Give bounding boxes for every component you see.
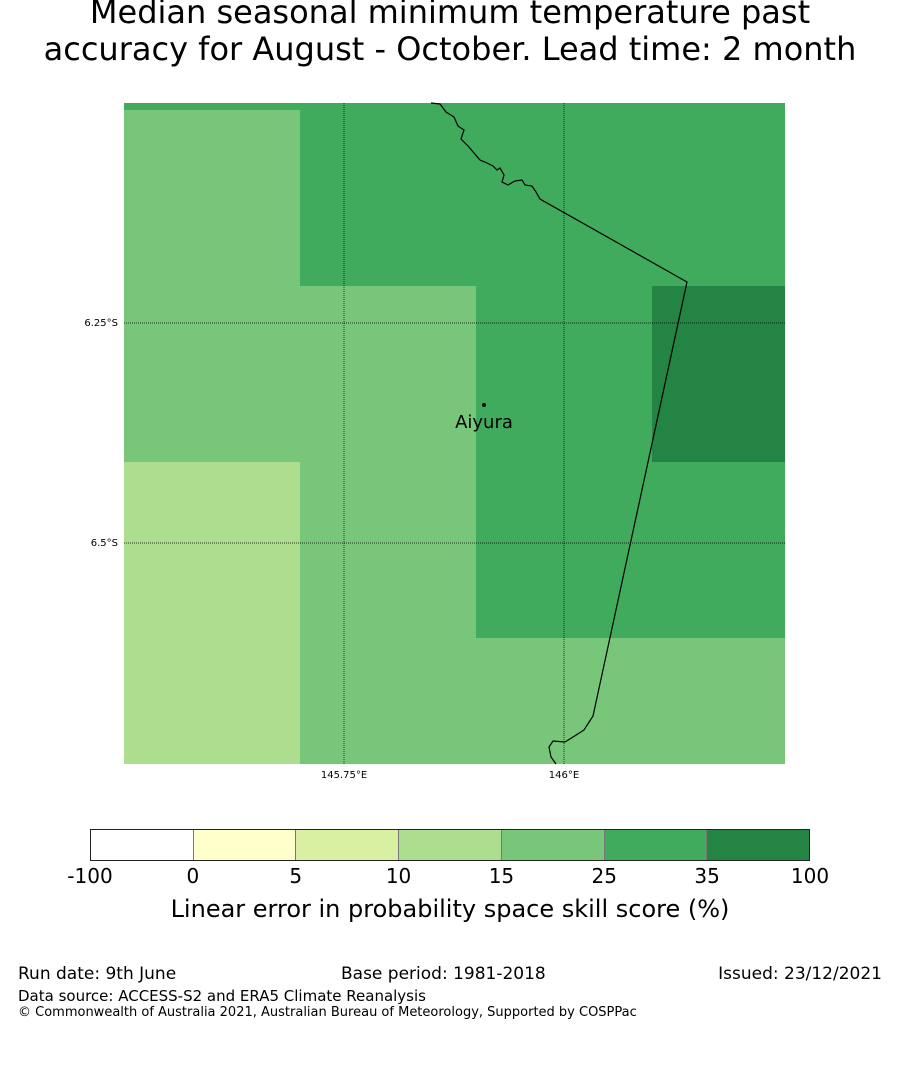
colorbar-label: Linear error in probability space skill … <box>170 895 730 923</box>
colorbar-segment <box>91 830 194 860</box>
colorbar-segment <box>399 830 502 860</box>
colorbar-tick-label: 100 <box>790 864 830 888</box>
grid-cell <box>564 462 652 638</box>
grid-cell <box>652 462 785 638</box>
lon-label-145-75: 145.75°E <box>321 770 367 781</box>
colorbar-segment <box>501 830 605 860</box>
grid-cell <box>476 110 564 286</box>
grid-cell <box>476 462 564 638</box>
country-border <box>430 102 688 765</box>
colorbar <box>90 829 810 861</box>
issued-date: Issued: 23/12/2021 <box>718 964 882 984</box>
lon-label-146: 146°E <box>549 770 579 781</box>
grid-cell <box>124 286 300 462</box>
colorbar-tick-label: 15 <box>488 864 515 888</box>
grid-cell <box>476 286 564 462</box>
grid-cell <box>300 110 476 286</box>
skill-score-map: Aiyura 6.25°S 6.5°S 145.75°E 146°E <box>84 102 785 781</box>
grid-cell <box>652 103 785 110</box>
grid-cell <box>564 286 652 462</box>
grid-cell <box>124 103 300 110</box>
colorbar-segment <box>707 830 810 860</box>
grid-cell <box>476 103 564 110</box>
lat-label-6-5: 6.5°S <box>91 538 118 549</box>
place-label-aiyura: Aiyura <box>455 412 513 433</box>
colorbar-tick-label: 5 <box>289 864 303 888</box>
colorbar-segment <box>604 830 708 860</box>
title-line-1: Median seasonal minimum temperature past <box>89 0 811 31</box>
data-source: Data source: ACCESS-S2 and ERA5 Climate … <box>18 987 426 1005</box>
grid-cell <box>652 286 785 462</box>
grid-cell <box>564 638 652 764</box>
aiyura-marker <box>482 403 486 407</box>
colorbar-tick-label: 25 <box>591 864 618 888</box>
grid-cell <box>476 638 564 764</box>
grid-cell <box>652 638 785 764</box>
colorbar-tick-label: 35 <box>694 864 720 888</box>
run-date: Run date: 9th June <box>18 964 177 984</box>
grid-cells <box>124 103 785 764</box>
colorbar-segment <box>296 830 400 860</box>
grid-cell <box>300 638 476 764</box>
grid-cell <box>564 110 652 286</box>
colorbar-tick-label: 0 <box>186 864 200 888</box>
title-line-2: accuracy for August - October. Lead time… <box>43 30 857 68</box>
grid-cell <box>124 638 300 764</box>
colorbar-tick-label: -100 <box>67 864 113 888</box>
colorbar-tick-label: 10 <box>385 864 412 888</box>
grid-cell <box>652 110 785 286</box>
grid-cell <box>300 286 476 462</box>
copyright: © Commonwealth of Australia 2021, Austra… <box>18 1005 637 1020</box>
grid-cell <box>300 462 476 638</box>
chart-title: Median seasonal minimum temperature past… <box>0 0 900 68</box>
base-period: Base period: 1981-2018 <box>341 964 546 984</box>
lat-label-6-25: 6.25°S <box>84 318 118 329</box>
grid-cell <box>300 103 476 110</box>
grid-cell <box>124 462 300 638</box>
grid-cell <box>124 110 300 286</box>
grid-cell <box>564 103 652 110</box>
colorbar-segment <box>193 830 297 860</box>
